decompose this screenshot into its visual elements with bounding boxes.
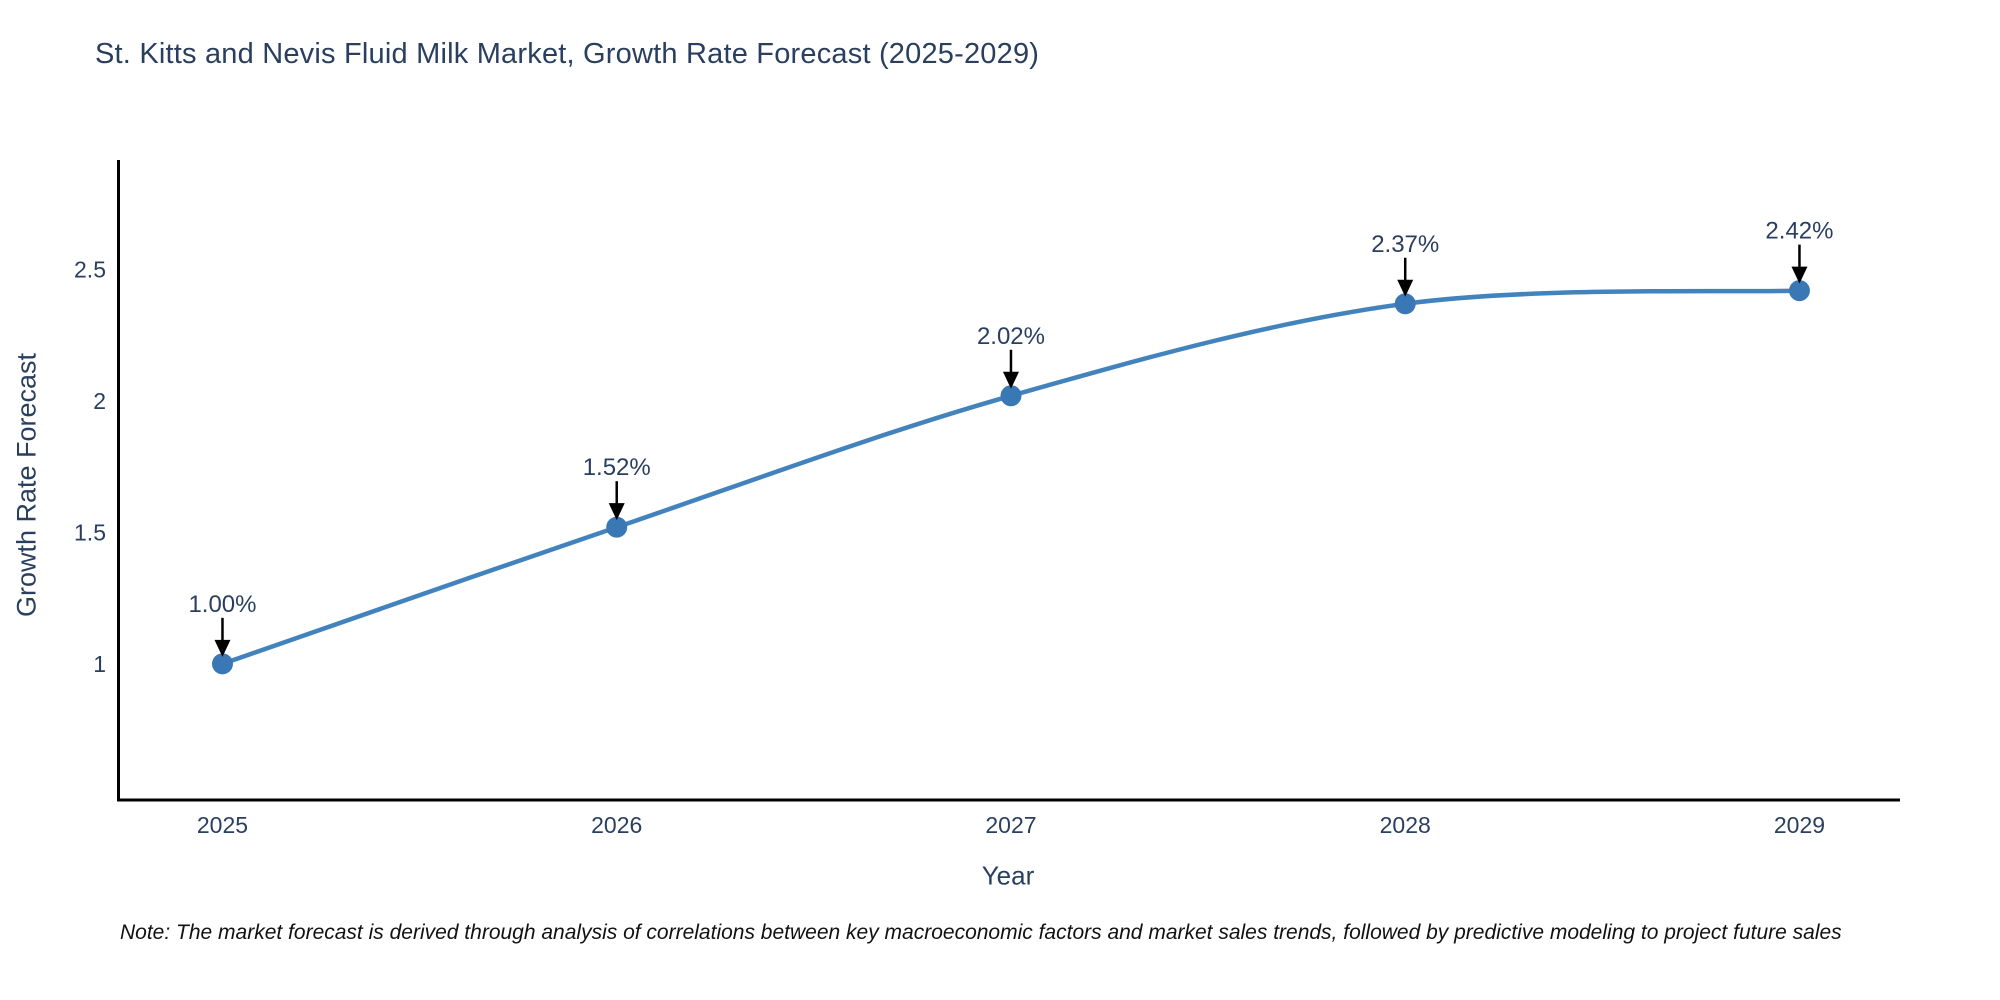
annotation-arrowhead-icon [1002, 371, 1019, 389]
data-point-label: 2.02% [977, 323, 1045, 350]
x-tick-label: 2025 [197, 812, 248, 838]
data-point-marker[interactable] [1788, 280, 1810, 302]
annotation-arrowhead-icon [214, 639, 231, 657]
y-tick-label: 2 [93, 388, 106, 414]
annotation-arrowhead-icon [1791, 266, 1808, 284]
chart-title: St. Kitts and Nevis Fluid Milk Market, G… [95, 38, 1040, 70]
data-point-marker[interactable] [1000, 385, 1022, 407]
x-tick-label: 2026 [591, 812, 642, 838]
data-point-label: 1.52% [583, 454, 651, 481]
annotation-arrowhead-icon [608, 503, 625, 521]
annotation-arrowhead-icon [1397, 279, 1414, 297]
data-point-label: 1.00% [188, 591, 256, 618]
data-point-marker[interactable] [1394, 293, 1416, 315]
data-point-label: 2.42% [1765, 218, 1833, 245]
data-point-marker[interactable] [211, 653, 233, 675]
x-tick-label: 2027 [985, 812, 1036, 838]
y-tick-label: 1.5 [74, 519, 106, 545]
data-point-label: 2.37% [1371, 231, 1439, 258]
x-tick-label: 2028 [1380, 812, 1431, 838]
y-tick-label: 1 [93, 651, 106, 677]
x-tick-label: 2029 [1774, 812, 1825, 838]
x-axis-title: Year [981, 860, 1035, 891]
y-tick-label: 2.5 [74, 257, 106, 283]
data-point-marker[interactable] [606, 516, 628, 538]
chart-footnote: Note: The market forecast is derived thr… [120, 921, 1842, 944]
